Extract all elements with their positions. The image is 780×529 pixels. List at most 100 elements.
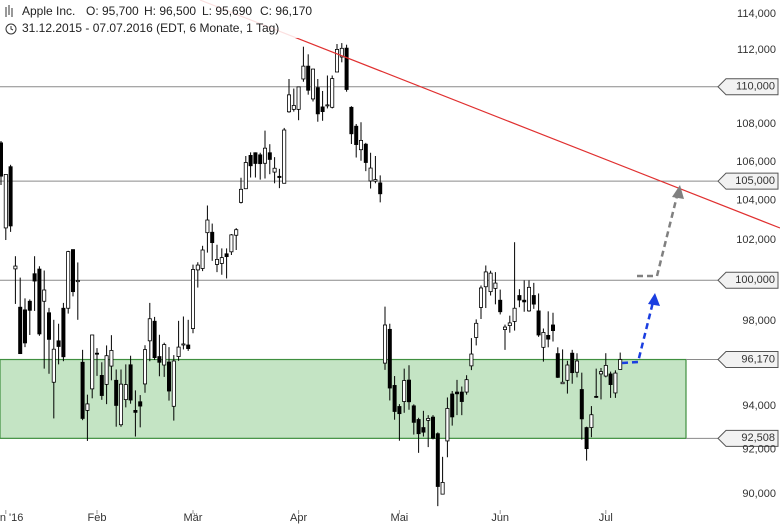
candle-body <box>18 306 23 355</box>
candle-body <box>608 373 613 385</box>
candle-body <box>90 334 95 390</box>
candle-body <box>392 385 397 412</box>
x-tick-label: Jul <box>599 512 613 524</box>
candle-body <box>210 231 215 244</box>
candle-body <box>517 295 522 301</box>
candle-body <box>589 414 594 428</box>
bars-icon <box>5 5 13 17</box>
candle-body <box>358 139 363 151</box>
candle-body <box>618 359 623 370</box>
candle-body <box>51 348 56 383</box>
candle-body <box>157 356 162 363</box>
candle-body <box>579 389 584 420</box>
candle-body <box>282 129 287 184</box>
candle-body <box>551 324 556 331</box>
candle-body <box>522 299 527 303</box>
arrow-head <box>648 293 660 306</box>
candle-body <box>354 125 359 145</box>
candle-body <box>99 375 104 396</box>
candle-body <box>498 299 503 313</box>
projection-arrow <box>621 301 655 365</box>
candle-body <box>334 49 339 73</box>
candle-body <box>594 395 599 398</box>
candle-body <box>238 188 243 203</box>
y-tick-label: 114,000 <box>737 8 776 20</box>
candle-body <box>119 383 124 426</box>
candle-body <box>95 352 100 355</box>
candle-body <box>406 379 411 403</box>
candle-body <box>435 433 440 487</box>
y-tick-label: 98,000 <box>742 315 776 327</box>
candle-body <box>426 418 431 421</box>
candle-body <box>363 143 368 163</box>
candle-body <box>32 273 37 282</box>
candle-body <box>440 482 445 495</box>
candle-body <box>315 87 320 115</box>
zone-bottom-box <box>717 429 779 447</box>
candle-body <box>368 167 373 182</box>
candle-body <box>565 364 570 381</box>
candle-body <box>243 162 248 190</box>
candle-body <box>272 167 277 173</box>
zone-top-box <box>717 351 779 369</box>
candle-body <box>75 280 80 283</box>
candle-body <box>13 265 18 270</box>
candle-body <box>478 287 483 308</box>
candle-body <box>382 324 387 364</box>
candle-body <box>190 269 195 329</box>
candle-body <box>555 353 560 378</box>
candle-body <box>411 405 416 423</box>
candle-body <box>373 179 378 182</box>
candle-body <box>325 104 330 107</box>
candle-body <box>80 361 85 419</box>
candle-body <box>378 182 383 195</box>
x-tick-label: Apr <box>290 512 307 524</box>
level-label: 110,000 <box>736 81 775 93</box>
candle-body <box>450 393 455 418</box>
candle-body <box>599 371 604 375</box>
level-box <box>717 78 779 96</box>
candle-body <box>152 320 157 359</box>
candle-body <box>253 152 258 164</box>
x-tick-label: Jun <box>491 512 509 524</box>
candle-body <box>493 282 498 289</box>
candle-body <box>47 312 52 340</box>
open-label: O: 95,700 <box>86 4 139 18</box>
candle-body <box>469 353 474 367</box>
candle-body <box>219 257 224 264</box>
candle-body <box>330 78 335 108</box>
candle-body <box>421 427 426 433</box>
candle-body <box>512 307 517 322</box>
x-tick-label: Mai <box>391 512 409 524</box>
candle-body <box>267 152 272 160</box>
candle-body <box>507 322 512 327</box>
candle-body <box>575 360 580 373</box>
candle-body <box>387 328 392 389</box>
candle-body <box>310 68 315 100</box>
candle-body <box>248 155 253 167</box>
candle-body <box>224 253 229 258</box>
candle-body <box>66 251 71 309</box>
candle-body <box>258 154 263 165</box>
candle-body <box>397 406 402 415</box>
level-label: 100,000 <box>735 274 775 286</box>
candle-body <box>344 47 349 90</box>
x-tick-label: Mär <box>184 512 203 524</box>
candle-body <box>320 106 325 113</box>
candle-body <box>234 229 239 236</box>
y-tick-label: 90,000 <box>742 488 776 500</box>
candle-body <box>186 344 191 349</box>
candle-body <box>104 355 109 385</box>
y-tick-label: 94,000 <box>742 400 776 412</box>
candle-body <box>488 272 493 293</box>
candle-body <box>171 360 176 407</box>
candle-body <box>109 350 114 367</box>
candle-body <box>474 322 479 338</box>
title: Apple Inc. <box>22 4 75 18</box>
candle-body <box>22 309 27 344</box>
candle-body <box>483 271 488 288</box>
candle-body <box>229 234 234 253</box>
candle-body <box>286 94 291 113</box>
candle-body <box>402 380 407 402</box>
candle-body <box>416 419 421 435</box>
